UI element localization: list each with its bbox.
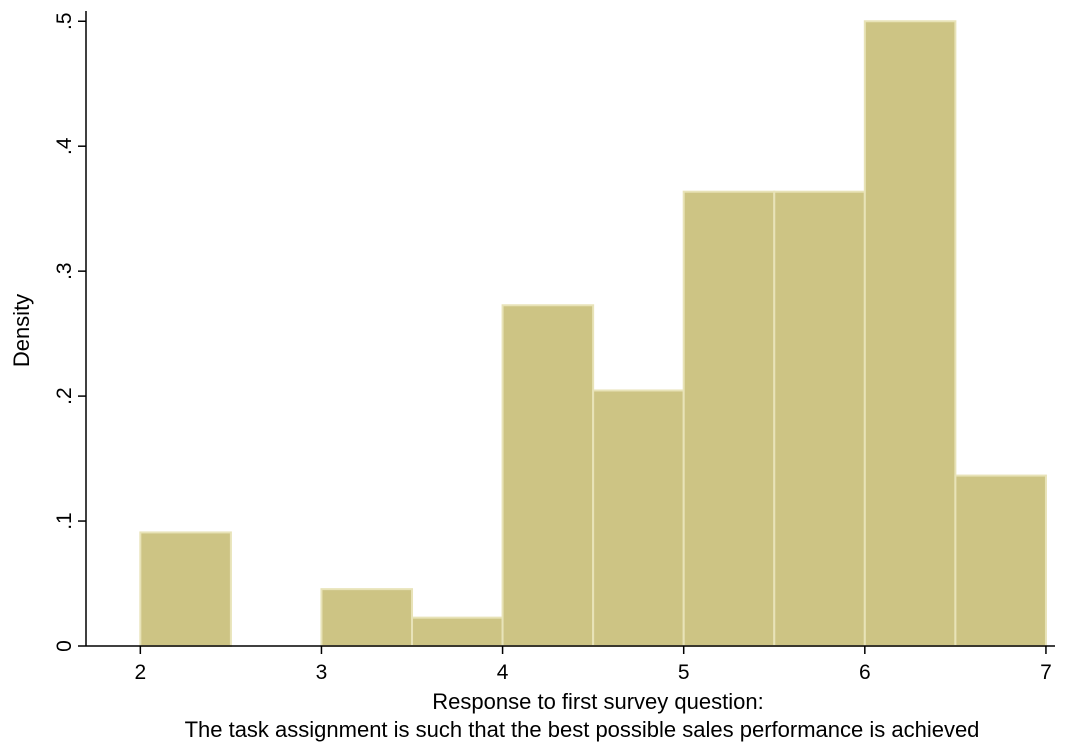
histogram-bar-8	[863, 20, 957, 648]
x-tick-label-3: 5	[678, 661, 690, 684]
y-tick-label-1: .1	[53, 512, 76, 530]
histogram-bar-5	[592, 389, 685, 647]
x-tick-label-4: 6	[859, 661, 871, 684]
histogram-bar-1	[139, 531, 232, 647]
x-tick-label-1: 3	[316, 661, 328, 684]
x-axis-title-line-2: The task assignment is such that the bes…	[185, 717, 980, 742]
y-tick-label-3: .3	[53, 262, 76, 280]
y-ticks-group: 0 .1 .2 .3 .4 .5	[53, 12, 86, 652]
x-tick-label-2: 4	[497, 661, 509, 684]
histogram-bar-3	[411, 616, 504, 647]
histogram-bar-6	[682, 190, 776, 647]
x-ticks-group: 2 3 4 5 6 7	[134, 646, 1052, 684]
histogram-bar-2	[320, 588, 414, 647]
y-tick-label-4: .4	[53, 137, 76, 155]
y-tick-label-0: 0	[53, 640, 76, 652]
bars-group	[139, 20, 1047, 648]
y-axis-title: Density	[9, 294, 34, 367]
x-axis-title-line-1: Response to first survey question:	[432, 689, 763, 714]
histogram-bar-7	[773, 190, 866, 647]
y-tick-label-2: .2	[53, 387, 76, 405]
histogram-bar-9	[954, 474, 1047, 648]
x-tick-label-5: 7	[1040, 661, 1052, 684]
y-tick-label-5: .5	[53, 12, 76, 30]
x-tick-label-0: 2	[134, 661, 146, 684]
histogram-bar-4	[501, 304, 595, 647]
